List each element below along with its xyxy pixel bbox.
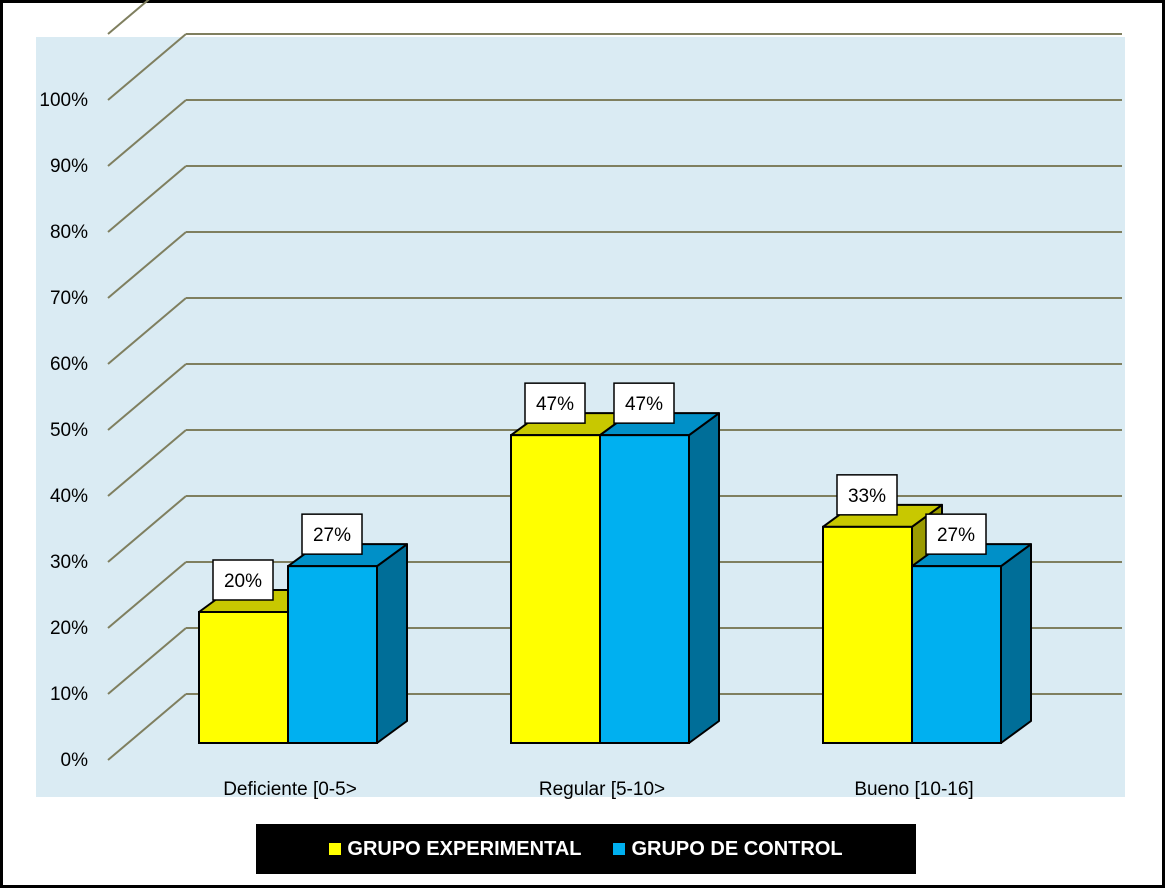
gridline-depth <box>107 297 187 365</box>
gridline-depth <box>107 231 187 299</box>
legend-label-grupo-de-control: GRUPO DE CONTROL <box>631 837 843 860</box>
bar-grupo-de-control <box>911 565 1002 745</box>
data-label-box <box>613 382 675 424</box>
data-label: 33% <box>848 486 886 507</box>
bar-grupo-de-control <box>599 434 690 744</box>
category-label: Bueno [10-16] <box>854 779 973 800</box>
y-tick-label: 0% <box>61 750 89 771</box>
gridline-depth <box>107 429 187 497</box>
data-label-box <box>212 559 274 601</box>
data-label: 47% <box>536 394 574 415</box>
bar-side-grupo-de-control <box>1000 543 1032 744</box>
bar-grupo-de-control <box>287 565 378 745</box>
data-label: 27% <box>937 525 975 546</box>
y-tick-label: 10% <box>50 684 88 705</box>
gridline-depth <box>107 165 187 233</box>
category-label: Deficiente [0-5> <box>223 779 357 800</box>
bar-grupo-experimental <box>198 611 289 744</box>
y-tick-label: 20% <box>50 618 88 639</box>
bar-grupo-experimental <box>822 525 913 744</box>
gridline-depth <box>107 0 150 35</box>
y-tick-label: 30% <box>50 552 88 573</box>
legend-swatch-grupo-de-control <box>613 843 626 855</box>
legend-label-grupo-experimental: GRUPO EXPERIMENTAL <box>347 837 582 860</box>
category-label: Regular [5-10> <box>539 779 665 800</box>
gridline-depth <box>107 561 187 629</box>
bar-side-grupo-de-control <box>376 543 408 744</box>
data-label-box <box>836 474 898 516</box>
data-label: 20% <box>224 571 262 592</box>
gridline-depth <box>107 99 187 167</box>
data-label: 47% <box>625 394 663 415</box>
y-tick-label: 90% <box>50 156 88 177</box>
legend: GRUPO EXPERIMENTAL GRUPO DE CONTROL <box>256 824 916 874</box>
gridline-depth <box>107 627 187 695</box>
gridline-depth <box>107 363 187 431</box>
legend-item-grupo-experimental: GRUPO EXPERIMENTAL <box>329 838 581 861</box>
legend-item-grupo-de-control: GRUPO DE CONTROL <box>613 837 843 861</box>
y-tick-label: 100% <box>39 90 88 111</box>
y-tick-label: 60% <box>50 354 88 375</box>
gridline-depth <box>107 495 187 563</box>
data-label-box <box>925 513 987 555</box>
legend-swatch-grupo-experimental <box>329 843 342 855</box>
gridline-depth <box>107 33 187 101</box>
y-tick-label: 40% <box>50 486 88 507</box>
bar-grupo-experimental <box>510 434 601 744</box>
data-label-box <box>301 513 363 555</box>
y-tick-label: 50% <box>50 420 88 441</box>
gridline-depth <box>107 693 187 761</box>
y-tick-label: 70% <box>50 288 88 309</box>
data-label: 27% <box>313 525 351 546</box>
bar-side-grupo-de-control <box>688 412 720 744</box>
data-label-box <box>524 382 586 424</box>
y-tick-label: 80% <box>50 222 88 243</box>
